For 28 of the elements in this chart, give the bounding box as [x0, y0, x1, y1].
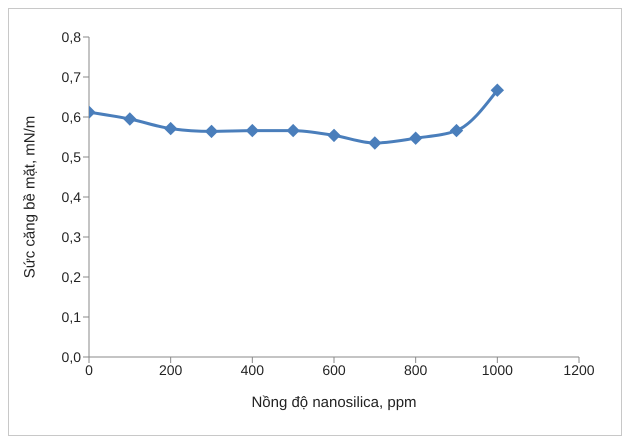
- x-axis-title: Nồng độ nanosilica, ppm: [251, 394, 417, 411]
- y-tick-label: 0,5: [62, 148, 82, 165]
- x-tick-label: 800: [404, 362, 428, 378]
- point: [368, 136, 382, 150]
- x-tick-label: 1200: [563, 362, 595, 378]
- point: [286, 124, 300, 138]
- x-tick-label: 400: [240, 362, 264, 378]
- x-tick-label: 0: [85, 362, 94, 378]
- point: [164, 122, 178, 136]
- point: [205, 124, 218, 138]
- y-tick-label: 0,1: [62, 308, 82, 325]
- y-tick-label: 0,4: [62, 188, 82, 205]
- y-axis-title: Sức căng bề mặt, mN/m: [21, 116, 38, 278]
- point: [328, 128, 340, 142]
- point: [123, 112, 136, 126]
- x-tick-label: 600: [322, 362, 346, 378]
- y-tick-label: 0,7: [62, 68, 82, 85]
- point: [409, 132, 422, 145]
- y-tick-label: 0,8: [62, 28, 82, 45]
- y-tick-label: 0,6: [62, 108, 82, 125]
- x-tick-label: 200: [158, 362, 183, 378]
- y-tick-label: 0,2: [62, 268, 82, 285]
- y-tick-label: 0,0: [62, 348, 82, 365]
- y-tick-label: 0,3: [62, 228, 82, 245]
- point: [246, 124, 259, 138]
- point: [450, 124, 463, 138]
- x-tick-label: 1000: [482, 362, 514, 378]
- point: [490, 84, 504, 97]
